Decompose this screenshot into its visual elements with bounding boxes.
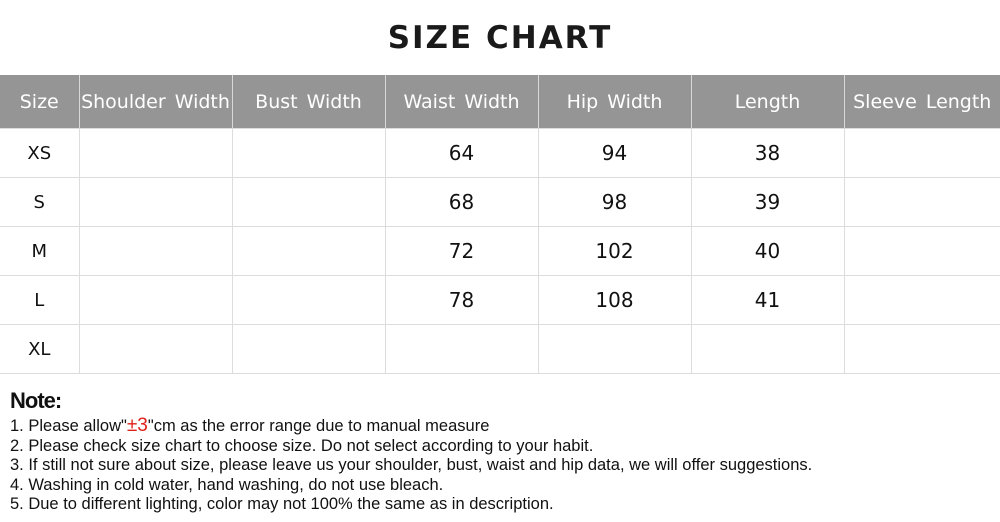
- table-row: XS 64 94 38: [0, 128, 1000, 178]
- table-cell: 78: [384, 275, 539, 325]
- table-cell: M: [0, 226, 80, 276]
- column-header: Shoulder Width: [79, 75, 233, 129]
- page-title: SIZE CHART: [387, 20, 613, 56]
- table-cell: [78, 324, 233, 374]
- column-header: Length: [691, 75, 845, 129]
- note-text: 1. Please allow": [10, 417, 127, 435]
- column-header: Hip Width: [538, 75, 692, 129]
- table-cell: 94: [537, 128, 692, 178]
- table-cell: [231, 324, 386, 374]
- column-header: Sleeve Length: [844, 75, 1000, 129]
- table-cell: 41: [690, 275, 845, 325]
- table-cell: 38: [690, 128, 845, 178]
- table-cell: [384, 324, 539, 374]
- table-cell: [231, 275, 386, 325]
- table-cell: [231, 226, 386, 276]
- table-cell: 40: [690, 226, 845, 276]
- table-cell: [78, 226, 233, 276]
- table-cell: [843, 177, 1000, 227]
- table-cell: 108: [537, 275, 692, 325]
- table-cell: XS: [0, 128, 80, 178]
- table-cell: 39: [690, 177, 845, 227]
- table-cell: [843, 275, 1000, 325]
- column-header: Waist Width: [385, 75, 539, 129]
- table-cell: [690, 324, 845, 374]
- notes-section: Note: 1. Please allow"±3"cm as the error…: [10, 388, 812, 515]
- table-row: S 68 98 39: [0, 177, 1000, 227]
- table-cell: [78, 275, 233, 325]
- size-chart-table: Size Shoulder Width Bust Width Waist Width H…: [0, 75, 1000, 374]
- error-range-highlight: ±3: [126, 415, 148, 436]
- table-row: M 72 102 40: [0, 226, 1000, 276]
- note-text: "cm as the error range due to manual mea…: [147, 417, 490, 435]
- table-cell: 72: [384, 226, 539, 276]
- table-cell: [843, 324, 1000, 374]
- table-cell: [537, 324, 692, 374]
- table-cell: [231, 128, 386, 178]
- table-cell: S: [0, 177, 80, 227]
- table-row: L 78 108 41: [0, 275, 1000, 325]
- table-cell: [843, 128, 1000, 178]
- table-cell: [78, 128, 233, 178]
- table-cell: 64: [384, 128, 539, 178]
- table-cell: 68: [384, 177, 539, 227]
- column-header: Size: [0, 75, 80, 129]
- table-row: XL: [0, 324, 1000, 374]
- table-cell: XL: [0, 324, 80, 374]
- note-item: 5. Due to different lighting, color may …: [10, 495, 554, 514]
- note-item: 3. If still not sure about size, please …: [10, 456, 813, 475]
- table-cell: [78, 177, 233, 227]
- table-cell: 102: [537, 226, 692, 276]
- table-cell: 98: [537, 177, 692, 227]
- table-cell: L: [0, 275, 80, 325]
- table-cell: [843, 226, 1000, 276]
- table-header-row: Size Shoulder Width Bust Width Waist Width H…: [0, 75, 1000, 129]
- table-cell: [231, 177, 386, 227]
- note-item: 2. Please check size chart to choose siz…: [10, 436, 594, 455]
- note-item: 4. Washing in cold water, hand washing, …: [10, 475, 444, 494]
- column-header: Bust Width: [232, 75, 386, 129]
- notes-heading: Note:: [10, 388, 62, 413]
- note-item: 1. Please allow"±3"cm as the error range…: [10, 416, 812, 437]
